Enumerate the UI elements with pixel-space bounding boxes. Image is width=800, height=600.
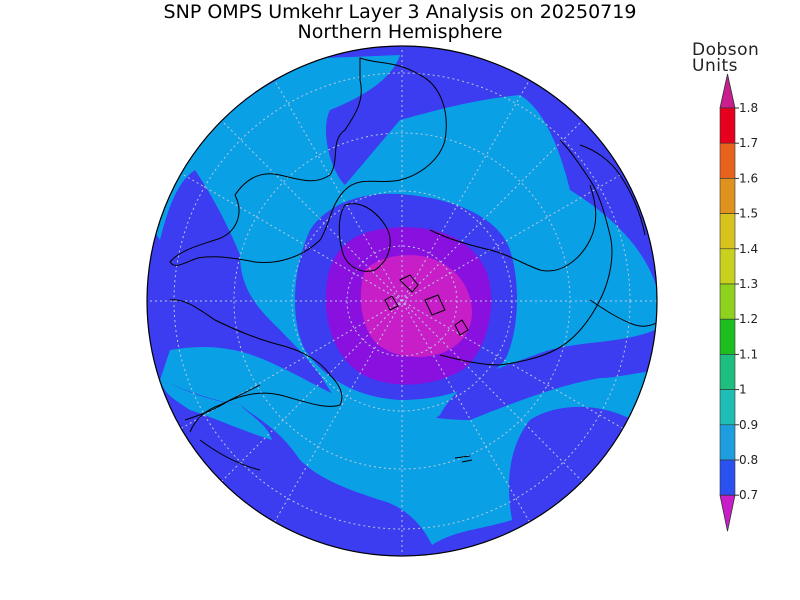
colorbar-tick-label: 1.6 <box>739 171 758 185</box>
colorbar-tick-label: 1.8 <box>739 101 758 115</box>
graticule <box>147 46 657 556</box>
colorbar-segment <box>719 107 736 144</box>
colorbar-segment <box>719 248 736 285</box>
coast-alaska <box>579 144 646 236</box>
colorbar-tick-label: 1 <box>739 383 747 397</box>
colorbar-top-arrow <box>719 73 736 109</box>
colorbar-tick-label: 0.9 <box>739 418 758 432</box>
map-title: SNP OMPS Umkehr Layer 3 Analysis on 2025… <box>0 2 800 42</box>
colorbar-tick-label: 0.7 <box>739 488 758 502</box>
colorbar-tick-label: 1.3 <box>739 277 758 291</box>
colorbar-segment <box>719 459 736 496</box>
ozone-field <box>147 46 657 556</box>
colorbar-segment <box>719 142 736 179</box>
colorbar-tick-label: 1.5 <box>739 207 758 221</box>
colorbar-segment <box>719 354 736 390</box>
field-0.9-1.0-southwest <box>160 380 272 440</box>
colorbar-tick-label: 1.4 <box>739 242 758 256</box>
field-below-0.7 <box>360 255 473 358</box>
colorbar-segment <box>719 389 736 426</box>
title-line-1: SNP OMPS Umkehr Layer 3 Analysis on 2025… <box>163 1 637 23</box>
legend-unit-line-2: Units <box>692 56 738 76</box>
colorbar-segment <box>719 318 736 355</box>
map-border <box>146 45 658 557</box>
colorbar-tick-label: 1.2 <box>739 312 758 326</box>
colorbar-segment <box>719 178 736 214</box>
islands-polar <box>384 274 469 336</box>
title-line-2: Northern Hemisphere <box>297 21 503 43</box>
coast-asia <box>439 139 613 366</box>
colorbar-segment <box>719 424 736 461</box>
coast-africa <box>199 439 261 471</box>
legend-unit-line-1: Dobson <box>692 40 760 60</box>
legend-unit: Dobson Units <box>692 40 760 76</box>
colorbar: 1.8 1.7 1.6 1.5 1.4 1.3 1.2 1.1 1 0.9 0.8 0.7 <box>719 73 758 532</box>
coast-pacific <box>589 299 657 327</box>
colorbar-segment <box>719 213 736 250</box>
coast-mediterranean <box>184 384 261 421</box>
coast-siberia <box>429 184 597 272</box>
colorbar-tick-label: 0.8 <box>739 453 758 467</box>
coast-greenland <box>338 203 391 272</box>
coastlines <box>169 57 657 471</box>
coast-north-america <box>169 57 447 266</box>
colorbar-bottom-arrow <box>719 494 736 532</box>
colorbar-tick-label: 1.1 <box>739 347 758 361</box>
islands-pacific <box>454 455 473 463</box>
colorbar-segment <box>719 283 736 320</box>
colorbar-tick-label: 1.7 <box>739 136 758 150</box>
